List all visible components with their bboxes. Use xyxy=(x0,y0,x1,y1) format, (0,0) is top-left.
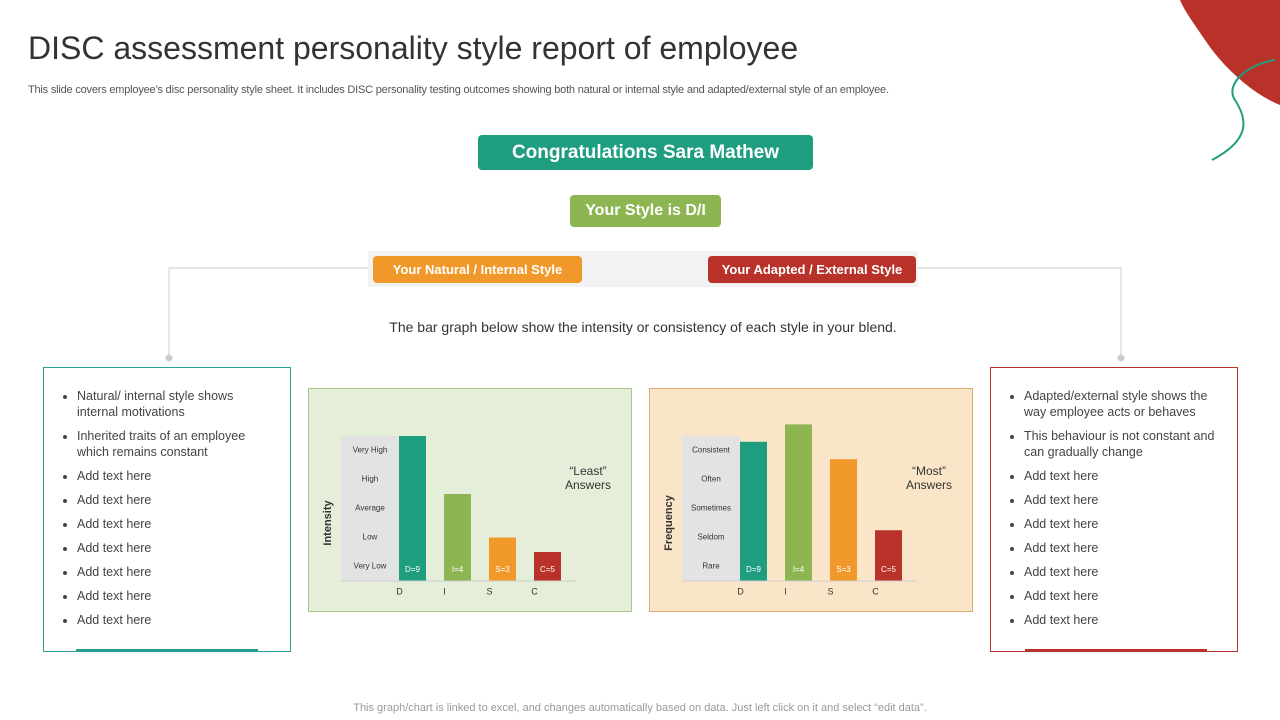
x-tick-label: D xyxy=(396,586,403,596)
y-tick-label: High xyxy=(362,475,378,484)
bar xyxy=(399,436,426,581)
bar-label: D=9 xyxy=(746,565,761,574)
adapted-label: Your Adapted / External Style xyxy=(708,256,916,283)
bar-label: I=4 xyxy=(452,565,464,574)
bullet-item: Add text here xyxy=(1024,612,1217,628)
chart-panel: Very Low Low Average High Very High D=9 D I=4 I S… xyxy=(308,388,632,612)
natural-list-box: Natural/ internal style shows internal m… xyxy=(43,367,291,652)
connector xyxy=(168,267,372,358)
y-tick-label: Very Low xyxy=(354,562,387,571)
y-tick-label: Average xyxy=(355,504,385,513)
y-tick-label: Seldom xyxy=(697,533,724,542)
bullet-item: Add text here xyxy=(77,588,270,604)
y-tick-label: Sometimes xyxy=(691,504,731,513)
bar-label: S=3 xyxy=(836,565,851,574)
bar-label: I=4 xyxy=(793,565,805,574)
chart: Very Low Low Average High Very High D=9 D I=4 I S… xyxy=(322,436,576,596)
y-axis-label: Frequency xyxy=(663,494,675,551)
bar-label: S=3 xyxy=(495,565,510,574)
brush-curve xyxy=(1211,59,1276,161)
adapted-list-box: Adapted/external style shows the way emp… xyxy=(990,367,1238,652)
bullet-item: Adapted/external style shows the way emp… xyxy=(1024,388,1217,420)
y-axis-label: Intensity xyxy=(322,500,334,546)
tick-background xyxy=(341,436,399,581)
bullet-item: Add text here xyxy=(77,564,270,580)
underline xyxy=(1025,649,1207,652)
y-tick-label: Often xyxy=(701,475,721,484)
subtitle: This slide covers employee’s disc person… xyxy=(28,84,889,96)
congrats-banner: Congratulations Sara Mathew xyxy=(478,135,813,170)
bullet-item: Add text here xyxy=(1024,516,1217,532)
x-tick-label: I xyxy=(443,586,446,596)
footer: This graph/chart is linked to excel, and… xyxy=(353,702,927,714)
x-tick-label: C xyxy=(531,586,538,596)
annotation: “Least” Answers xyxy=(564,464,611,492)
intro-text: The bar graph below show the intensity o… xyxy=(389,319,897,335)
brush-stroke xyxy=(1180,0,1280,105)
bar-label: C=5 xyxy=(540,565,555,574)
bullet-item: Add text here xyxy=(77,540,270,556)
connector xyxy=(916,267,1122,358)
x-tick-label: S xyxy=(827,586,833,596)
bullet-item: Add text here xyxy=(77,516,270,532)
chart-panel: Rare Seldom Sometimes Often Consistent D=9 D I=… xyxy=(649,388,973,612)
chart: Rare Seldom Sometimes Often Consistent D=9 D I=… xyxy=(663,424,917,596)
bullet-item: This behaviour is not constant and can g… xyxy=(1024,428,1217,460)
bar xyxy=(740,441,767,581)
bullet-item: Natural/ internal style shows internal m… xyxy=(77,388,270,420)
underline xyxy=(76,649,258,652)
bar xyxy=(534,552,561,581)
bar xyxy=(785,424,812,581)
bar-label: C=5 xyxy=(881,565,896,574)
bullet-item: Add text here xyxy=(77,492,270,508)
x-tick-label: D xyxy=(737,586,744,596)
bullet-list: Adapted/external style shows the way emp… xyxy=(991,388,1237,628)
bullet-item: Add text here xyxy=(77,612,270,628)
bullet-item: Add text here xyxy=(77,468,270,484)
y-tick-label: Low xyxy=(363,533,378,542)
x-tick-label: S xyxy=(486,586,492,596)
connector-dot xyxy=(165,354,173,362)
bar xyxy=(830,459,857,581)
bullet-item: Add text here xyxy=(1024,540,1217,556)
bullet-item: Add text here xyxy=(1024,468,1217,484)
bar xyxy=(875,530,902,581)
bullet-item: Add text here xyxy=(1024,564,1217,580)
connector-dot xyxy=(1117,354,1125,362)
bullet-item: Inherited traits of an employee which re… xyxy=(77,428,270,460)
y-tick-label: Very High xyxy=(353,446,388,455)
bullet-list: Natural/ internal style shows internal m… xyxy=(44,388,290,628)
y-tick-label: Rare xyxy=(702,562,720,571)
bar xyxy=(444,494,471,581)
annotation: “Most” Answers xyxy=(905,464,952,492)
x-tick-label: C xyxy=(872,586,879,596)
bar-label: D=9 xyxy=(405,565,420,574)
bullet-item: Add text here xyxy=(1024,588,1217,604)
x-tick-label: I xyxy=(784,586,787,596)
bullet-item: Add text here xyxy=(1024,492,1217,508)
bar xyxy=(489,537,516,581)
style-badge: Your Style is D/I xyxy=(570,195,721,227)
title: DISC assessment personality style report… xyxy=(28,30,799,66)
natural-label: Your Natural / Internal Style xyxy=(373,256,582,283)
y-tick-label: Consistent xyxy=(692,446,731,455)
tick-background xyxy=(682,436,740,581)
